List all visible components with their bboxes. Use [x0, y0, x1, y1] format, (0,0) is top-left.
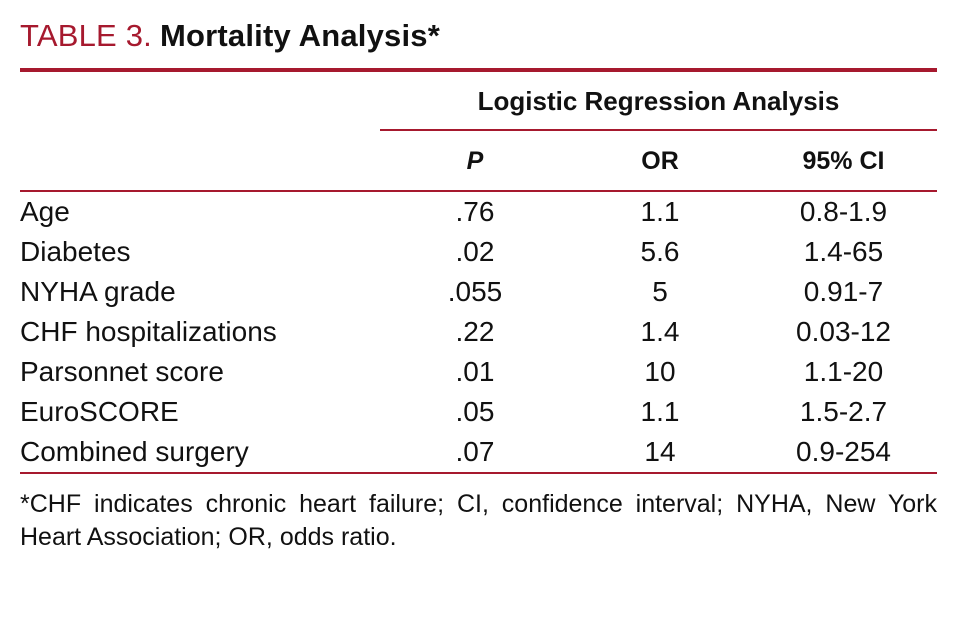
- row-label: CHF hospitalizations: [20, 316, 277, 347]
- cell-p: .22: [455, 316, 495, 347]
- cell-or: 5: [652, 276, 668, 307]
- table-footnote: *CHF indicates chronic heart failure; CI…: [20, 490, 937, 551]
- top-rule: [20, 68, 937, 72]
- cell-p: .01: [455, 356, 495, 387]
- cell-ci: 1.5-2.7: [799, 396, 888, 427]
- row-label: Parsonnet score: [20, 356, 224, 387]
- cell-or: 10: [644, 356, 676, 387]
- table-number: TABLE 3.: [20, 18, 152, 53]
- cell-p: .76: [455, 196, 495, 227]
- row-label: EuroSCORE: [20, 396, 179, 427]
- column-header-or: OR: [641, 147, 679, 175]
- cell-or: 5.6: [640, 236, 680, 267]
- data-table: Logistic Regression Analysis P OR 95% CI…: [20, 72, 937, 474]
- cell-ci: 1.1-20: [803, 356, 884, 387]
- cell-ci: 0.91-7: [803, 276, 884, 307]
- column-header-ci: 95% CI: [802, 147, 885, 175]
- header-body-rule: [20, 190, 937, 192]
- cell-ci: 0.9-254: [796, 436, 891, 467]
- cell-p: .07: [455, 436, 495, 467]
- row-label: Combined surgery: [20, 436, 249, 467]
- cell-or: 1.4: [640, 316, 680, 347]
- bottom-rule: [20, 472, 937, 474]
- cell-p: .02: [455, 236, 495, 267]
- group-header-rule: [380, 129, 937, 131]
- row-label: NYHA grade: [20, 276, 176, 307]
- cell-p: .055: [447, 276, 503, 307]
- table-title: TABLE 3. Mortality Analysis*: [20, 18, 937, 54]
- cell-ci: 1.4-65: [803, 236, 884, 267]
- row-label: Age: [20, 196, 70, 227]
- spacer-cell: [20, 72, 380, 129]
- row-label: Diabetes: [20, 236, 131, 267]
- cell-ci: 0.03-12: [796, 316, 891, 347]
- cell-ci: 0.8-1.9: [799, 196, 888, 227]
- cell-or: 1.1: [640, 396, 680, 427]
- cell-or: 14: [644, 436, 676, 467]
- group-header: Logistic Regression Analysis: [477, 86, 840, 116]
- column-header-p: P: [466, 147, 484, 175]
- column-header-empty: [20, 131, 380, 190]
- cell-or: 1.1: [640, 196, 680, 227]
- table-caption: Mortality Analysis*: [159, 18, 440, 53]
- cell-p: .05: [455, 396, 495, 427]
